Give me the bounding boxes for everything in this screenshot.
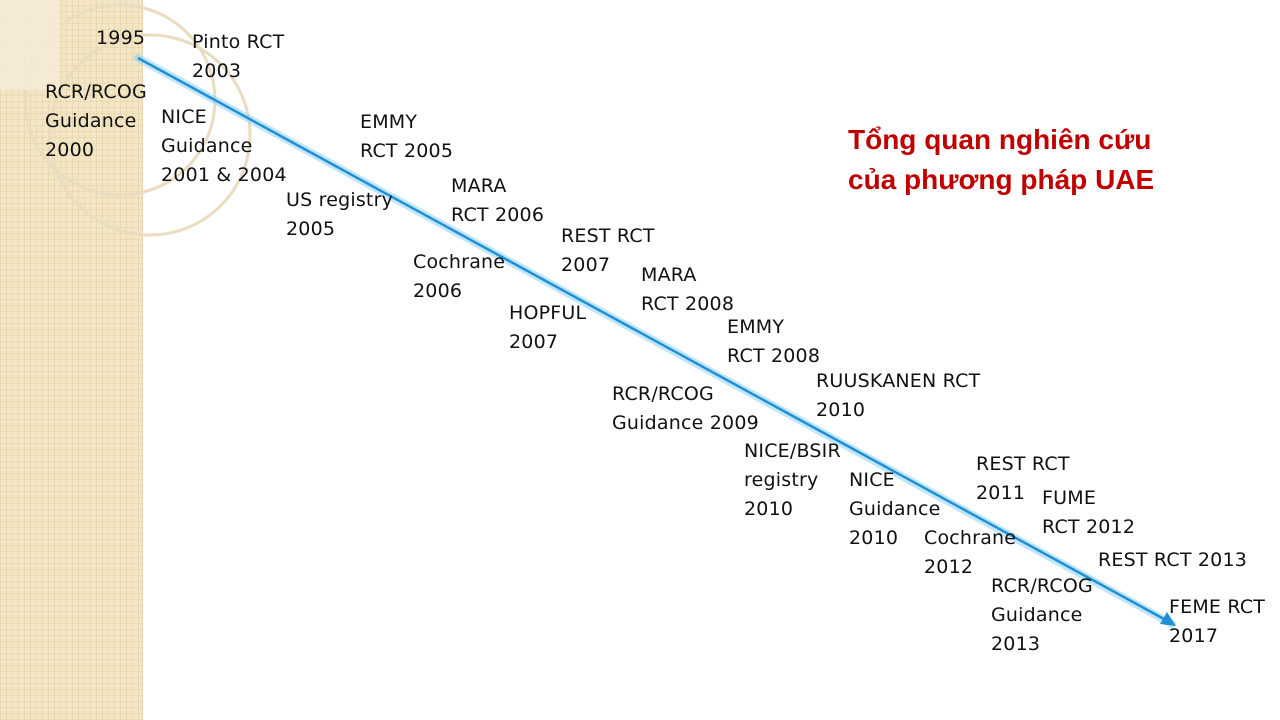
label-rcr-rcog-2013: RCR/RCOG Guidance 2013 bbox=[991, 575, 1093, 655]
label-fume-2012: FUME RCT 2012 bbox=[1042, 487, 1136, 538]
label-hopful-2007: HOPFUL 2007 bbox=[509, 302, 587, 353]
label-nice-bsir-2010: NICE/BSIR registry 2010 bbox=[744, 440, 841, 520]
label-mara-2006: MARA RCT 2006 bbox=[451, 175, 545, 226]
label-emmy-2005: EMMY RCT 2005 bbox=[360, 111, 454, 162]
decorative-sidebar bbox=[0, 0, 143, 720]
label-cochrane-2006: Cochrane 2006 bbox=[413, 251, 506, 302]
label-emmy-2008: EMMY RCT 2008 bbox=[727, 316, 821, 367]
label-ruuskanen-2010: RUUSKANEN RCT 2010 bbox=[816, 370, 981, 421]
label-mara-2008: MARA RCT 2008 bbox=[641, 264, 735, 315]
timeline-arrowhead bbox=[1160, 612, 1176, 626]
label-cochrane-2012: Cochrane 2012 bbox=[924, 527, 1017, 578]
label-rcr-rcog-2009: RCR/RCOG Guidance 2009 bbox=[612, 383, 759, 434]
slide-title: Tổng quan nghiên cứu của phương pháp UAE bbox=[848, 124, 1155, 195]
decorative-circles bbox=[0, 0, 252, 237]
label-feme-2017: FEME RCT 2017 bbox=[1169, 596, 1266, 647]
label-rcr-rcog-2000: RCR/RCOG Guidance 2000 bbox=[45, 81, 147, 161]
label-nice-2010: NICE Guidance 2010 bbox=[849, 469, 941, 549]
timeline-line bbox=[137, 56, 1165, 621]
label-nice-2001-2004: NICE Guidance 2001 & 2004 bbox=[161, 106, 287, 186]
label-pinto-rct-2003: Pinto RCT 2003 bbox=[192, 31, 285, 82]
label-rest-2011: REST RCT 2011 bbox=[976, 453, 1070, 504]
label-rest-2007: REST RCT 2007 bbox=[561, 225, 655, 276]
label-1995: 1995 bbox=[96, 27, 146, 49]
label-us-registry-2005: US registry 2005 bbox=[286, 189, 394, 240]
label-rest-2013: REST RCT 2013 bbox=[1098, 549, 1248, 571]
